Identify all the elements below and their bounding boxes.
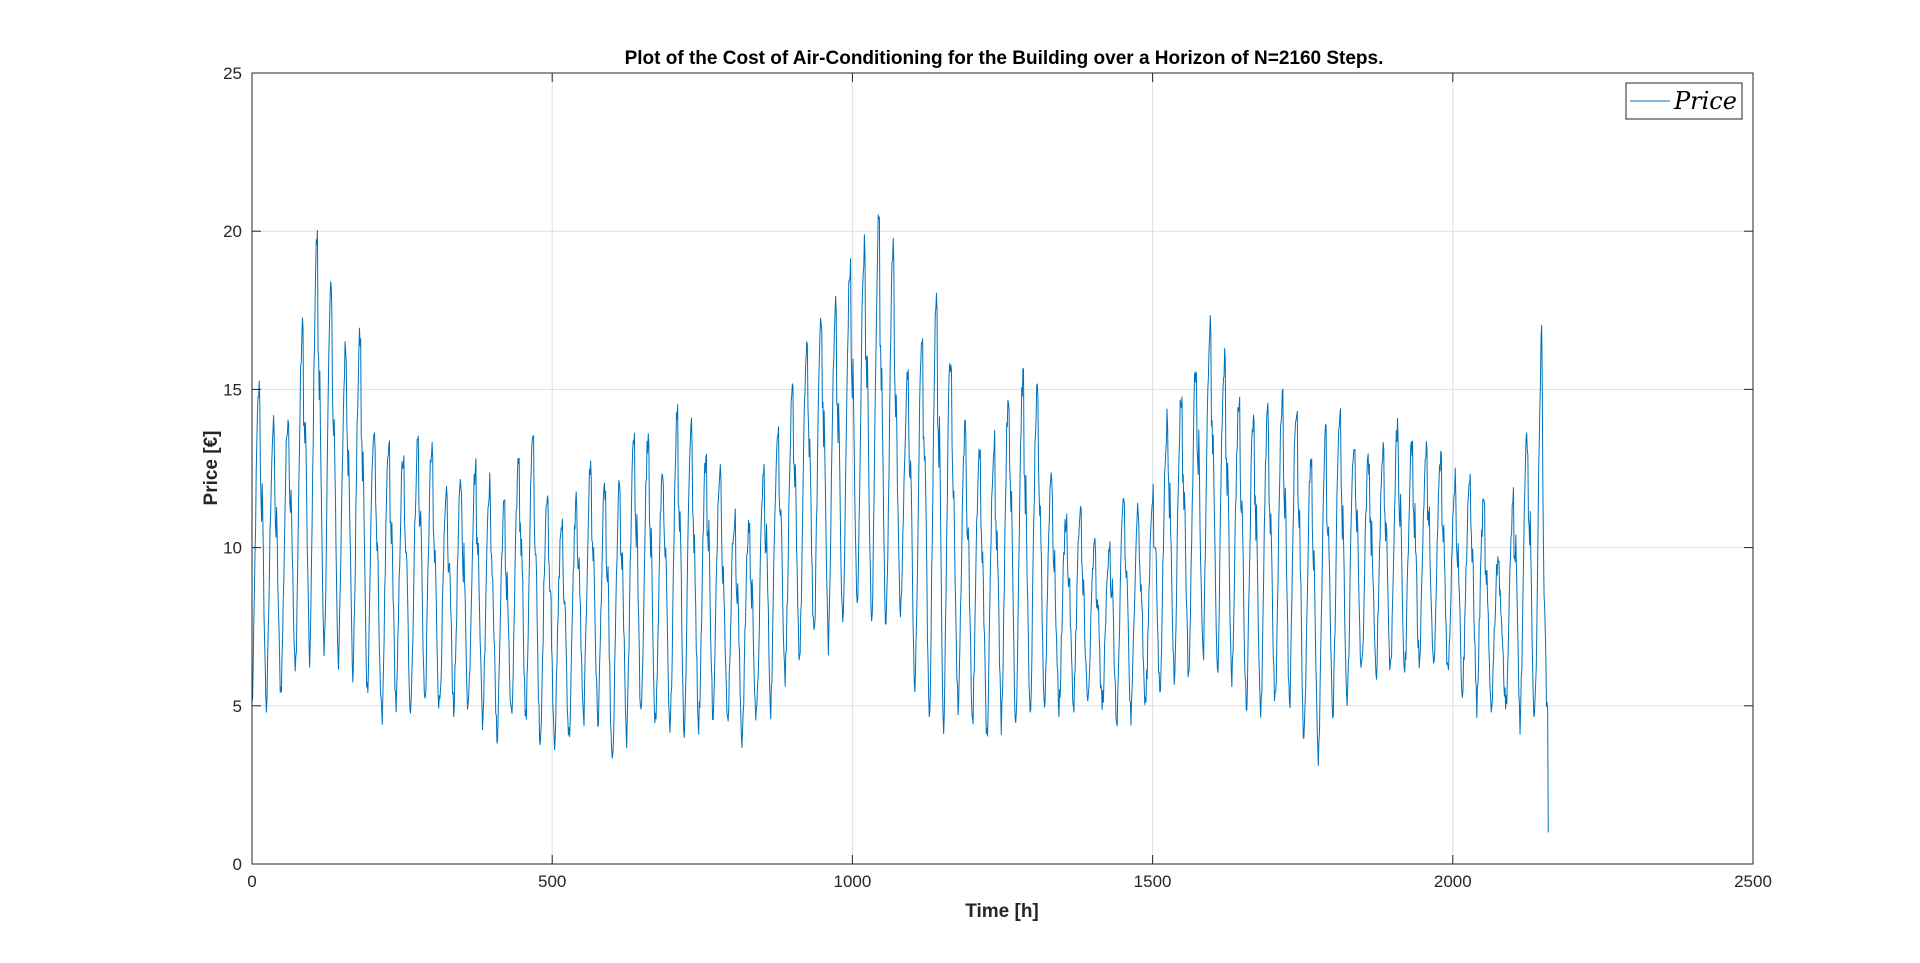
y-tick-label: 10: [223, 539, 242, 558]
legend-label-price: Price: [1673, 87, 1737, 115]
y-tick-label: 5: [233, 697, 242, 716]
ticks: [251, 72, 1754, 865]
y-tick-label: 0: [233, 855, 242, 874]
x-axis-title: Time [h]: [965, 901, 1039, 922]
y-tick-label: 20: [223, 222, 242, 241]
x-tick-label: 1500: [1134, 872, 1172, 891]
x-tick-label: 2000: [1434, 872, 1472, 891]
y-tick-label: 25: [223, 64, 242, 83]
y-tick-label: 15: [223, 380, 242, 399]
plot-area: [252, 73, 1753, 864]
y-axis-title: Price [€]: [201, 431, 222, 506]
plot-clip-group: [252, 214, 1549, 833]
legend: Price: [1625, 82, 1743, 120]
x-tick-label: 2500: [1734, 872, 1772, 891]
tick-labels: 0 500 1000 1500 2000 2500 0 5 10 15 20 25: [223, 64, 1772, 891]
x-tick-label: 1000: [833, 872, 871, 891]
chart-title: Plot of the Cost of Air-Conditioning for…: [625, 48, 1384, 69]
price-series-line: [252, 214, 1549, 833]
axes-box: [251, 72, 1754, 865]
x-tick-label: 0: [247, 872, 256, 891]
x-tick-label: 500: [538, 872, 566, 891]
